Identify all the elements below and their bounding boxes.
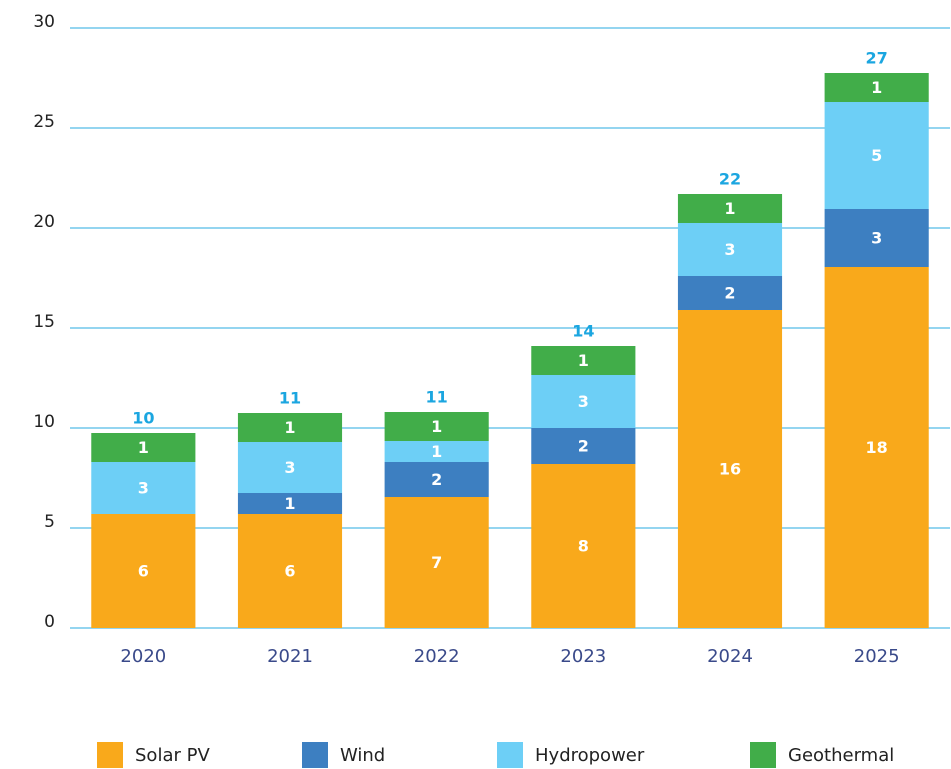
x-tick-label: 2022 — [414, 646, 460, 667]
bar-segment — [237, 413, 343, 442]
bar-segment — [384, 412, 489, 441]
value-label: 1 — [578, 351, 589, 370]
total-label: 11 — [279, 389, 301, 408]
value-label: 6 — [138, 562, 149, 581]
total-label: 22 — [719, 170, 741, 189]
bar-segment — [91, 433, 196, 462]
legend-swatch — [750, 742, 776, 768]
value-label: 3 — [138, 479, 149, 498]
x-tick-label: 2021 — [267, 646, 313, 667]
bar-segment — [824, 73, 929, 102]
value-label: 2 — [578, 437, 589, 456]
bar-segment — [824, 209, 929, 267]
bar-segment — [91, 462, 196, 514]
y-tick-label: 10 — [33, 412, 55, 432]
total-label: 14 — [572, 322, 594, 341]
y-tick-label: 5 — [44, 512, 55, 532]
value-label: 2 — [431, 470, 442, 489]
legend-label: Wind — [340, 745, 385, 766]
total-label: 11 — [426, 388, 448, 407]
total-label: 10 — [132, 409, 154, 428]
value-label: 18 — [866, 438, 888, 457]
bar-segment — [677, 223, 783, 276]
bar-segment — [237, 514, 343, 628]
value-label: 3 — [578, 392, 589, 411]
y-tick-label: 25 — [33, 112, 55, 132]
value-label: 2 — [724, 284, 735, 303]
value-label: 1 — [431, 417, 442, 436]
legend-label: Hydropower — [535, 745, 645, 766]
legend-swatch — [302, 742, 328, 768]
bar-segment — [531, 375, 636, 428]
value-label: 1 — [431, 442, 442, 461]
bar-segment — [824, 102, 929, 209]
value-label: 5 — [871, 146, 882, 165]
value-label: 3 — [284, 458, 295, 477]
value-label: 1 — [284, 494, 295, 513]
x-tick-label: 2020 — [120, 646, 166, 667]
bar-segment — [824, 267, 929, 628]
bar-segment — [677, 194, 783, 223]
value-label: 16 — [719, 460, 741, 479]
value-label: 6 — [284, 562, 295, 581]
x-tick-label: 2025 — [854, 646, 900, 667]
bar-segment — [531, 428, 636, 464]
value-label: 7 — [431, 553, 442, 572]
bar-segment — [384, 497, 489, 628]
x-tick-label: 2024 — [707, 646, 753, 667]
bar-segment — [384, 441, 489, 462]
value-label: 3 — [871, 229, 882, 248]
legend-swatch — [97, 742, 123, 768]
x-tick-label: 2023 — [560, 646, 606, 667]
bar-segment — [91, 514, 196, 628]
value-label: 1 — [284, 418, 295, 437]
y-tick-label: 20 — [33, 212, 55, 232]
y-tick-label: 15 — [33, 312, 55, 332]
value-label: 1 — [871, 78, 882, 97]
bar-segment — [237, 493, 343, 514]
bar-segment — [531, 346, 636, 375]
value-label: 3 — [724, 240, 735, 259]
bar-segment — [677, 310, 783, 628]
legend-swatch — [497, 742, 523, 768]
value-label: 1 — [724, 199, 735, 218]
legend-label: Geothermal — [788, 745, 894, 766]
legend-label: Solar PV — [135, 745, 210, 766]
value-label: 8 — [578, 537, 589, 556]
bar-segment — [384, 462, 489, 497]
value-label: 1 — [138, 438, 149, 457]
total-label: 27 — [866, 49, 888, 68]
bar-segment — [677, 276, 783, 310]
bar-segment — [237, 442, 343, 493]
y-tick-label: 0 — [44, 612, 55, 632]
bar-segment — [531, 464, 636, 628]
y-tick-label: 30 — [33, 12, 55, 32]
